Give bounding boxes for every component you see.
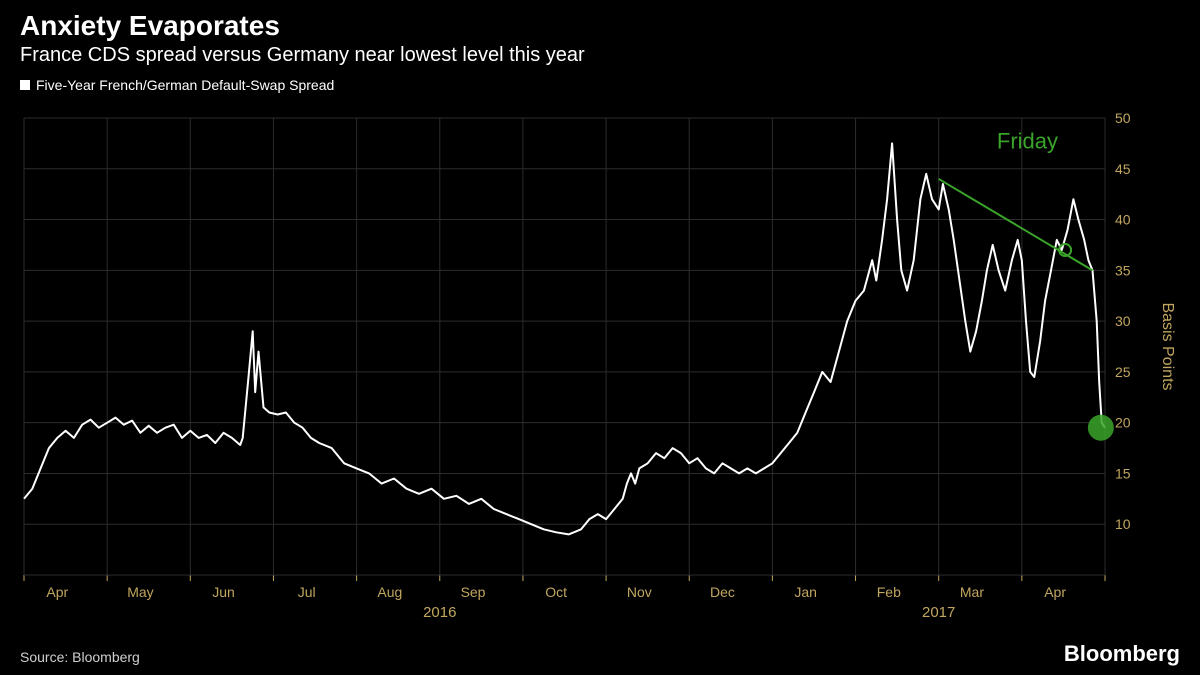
svg-text:Mar: Mar	[960, 584, 984, 600]
svg-text:May: May	[127, 584, 153, 600]
svg-text:Dec: Dec	[710, 584, 735, 600]
svg-text:50: 50	[1115, 112, 1131, 126]
svg-text:Aug: Aug	[377, 584, 402, 600]
svg-text:Jun: Jun	[212, 584, 235, 600]
svg-text:Jul: Jul	[298, 584, 316, 600]
chart-title: Anxiety Evaporates	[20, 10, 1180, 42]
svg-text:2016: 2016	[423, 604, 456, 621]
svg-text:Oct: Oct	[545, 584, 567, 600]
brand-logo: Bloomberg	[1064, 641, 1180, 667]
svg-text:Jan: Jan	[794, 584, 817, 600]
svg-text:Apr: Apr	[46, 584, 68, 600]
svg-text:40: 40	[1115, 212, 1131, 228]
svg-text:25: 25	[1115, 364, 1131, 380]
svg-text:10: 10	[1115, 516, 1131, 532]
svg-text:20: 20	[1115, 415, 1131, 431]
chart-source: Source: Bloomberg	[20, 649, 140, 665]
legend-label: Five-Year French/German Default-Swap Spr…	[36, 77, 334, 93]
svg-text:Friday: Friday	[997, 128, 1058, 153]
legend-swatch	[20, 80, 30, 90]
chart-subtitle: France CDS spread versus Germany near lo…	[20, 44, 1180, 67]
svg-text:Basis Points: Basis Points	[1159, 302, 1176, 390]
chart-header: Anxiety Evaporates France CDS spread ver…	[0, 0, 1200, 71]
chart-svg: 10 15 20 25 30 35 40 45 50 Apr May Jun Jul Aug Sep Oct N…	[20, 112, 1180, 630]
svg-text:2017: 2017	[922, 604, 955, 621]
chart-area: 10 15 20 25 30 35 40 45 50 Apr May Jun Jul Aug Sep Oct N…	[20, 112, 1180, 630]
svg-text:Apr: Apr	[1044, 584, 1066, 600]
svg-text:15: 15	[1115, 465, 1131, 481]
svg-text:35: 35	[1115, 262, 1131, 278]
svg-text:45: 45	[1115, 161, 1131, 177]
svg-text:Sep: Sep	[461, 584, 486, 600]
svg-text:Nov: Nov	[627, 584, 652, 600]
svg-text:30: 30	[1115, 313, 1131, 329]
chart-legend: Five-Year French/German Default-Swap Spr…	[0, 71, 1200, 93]
svg-text:Feb: Feb	[877, 584, 901, 600]
